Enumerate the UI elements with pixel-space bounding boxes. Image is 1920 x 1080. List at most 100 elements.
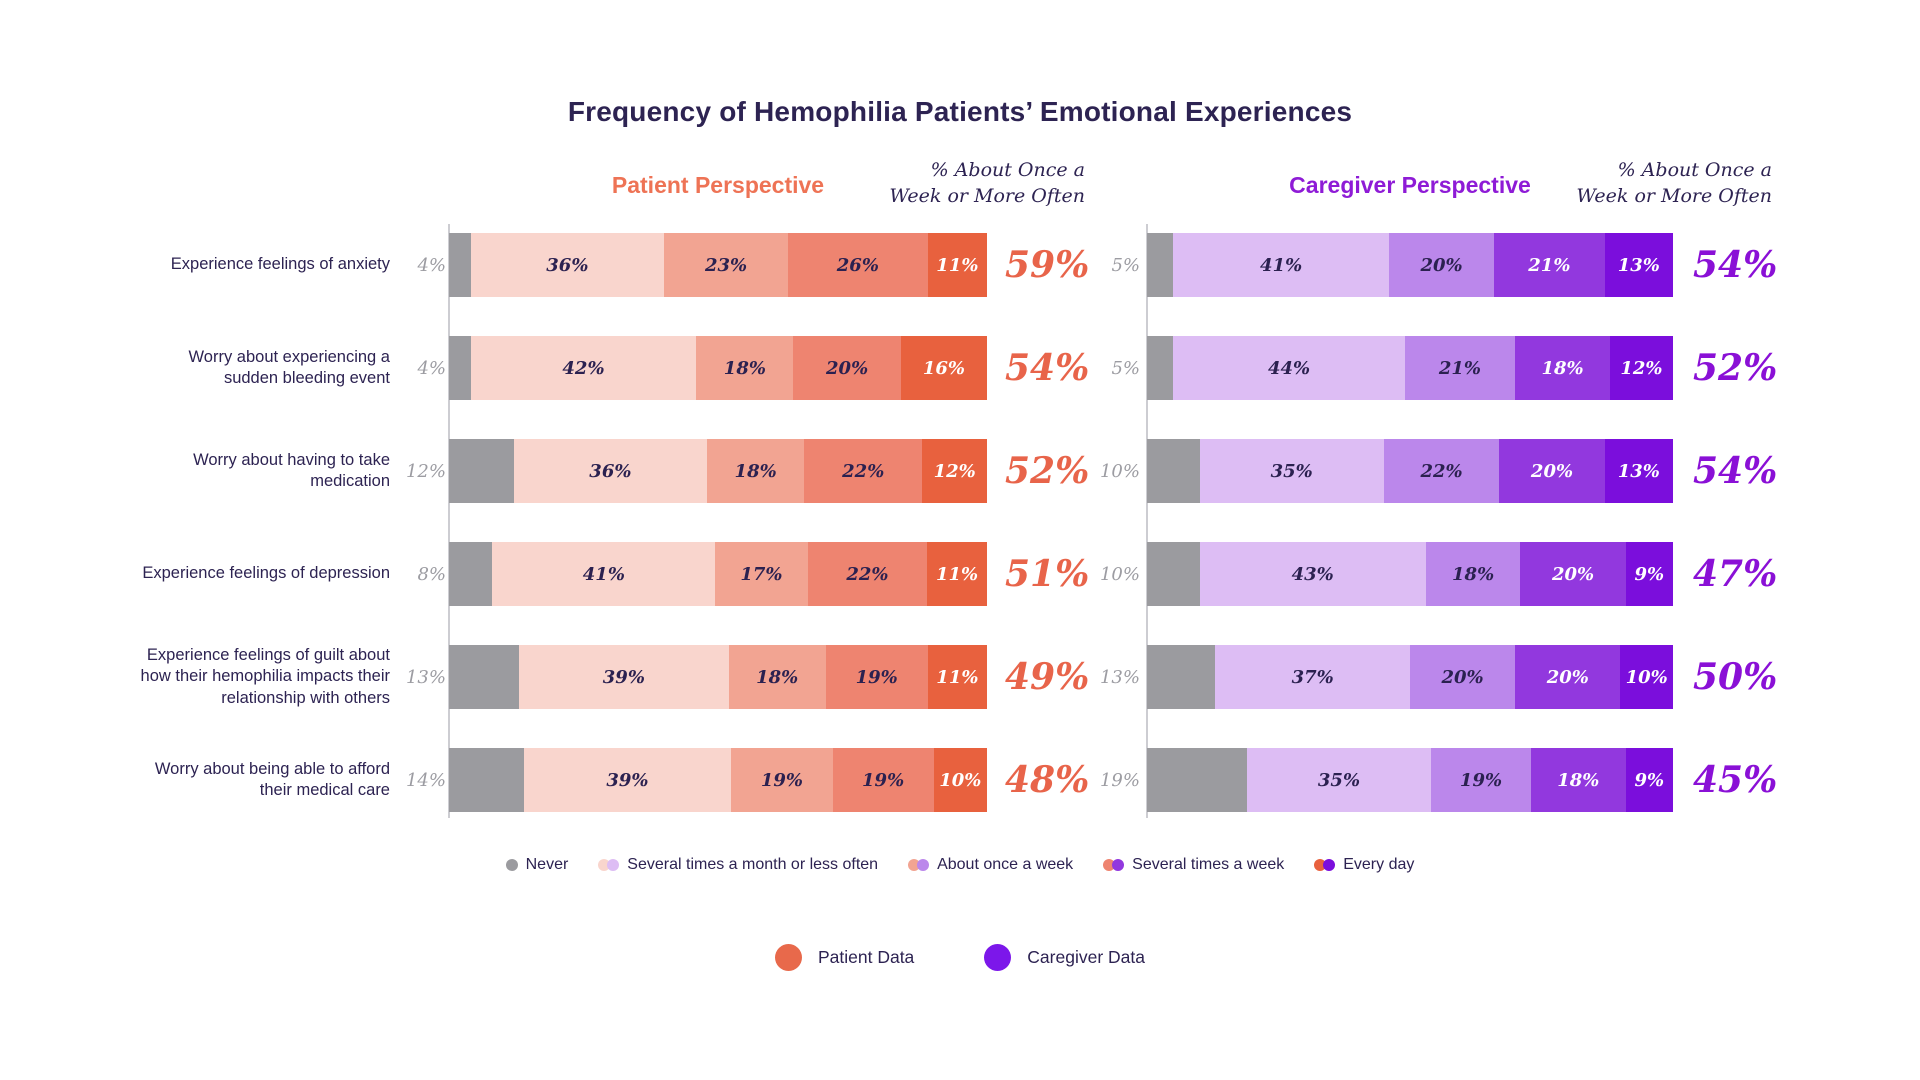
patient-segment-value: 36% (589, 460, 632, 482)
patient-segment-never (449, 645, 519, 709)
chart-row: Experience feelings of anxiety 4% 36% 23% 26… (135, 233, 1835, 297)
patient-segment-never (449, 542, 493, 606)
patient-segment-several-a-week: 22% (807, 542, 928, 606)
patient-segment-value: 39% (606, 769, 649, 791)
caregiver-segment-value: 35% (1270, 460, 1313, 482)
patient-perspective-header: Patient Perspective (611, 172, 825, 198)
row-label: Experience feelings of guilt about how t… (140, 646, 390, 707)
caregiver-segment-every-day: 9% (1625, 748, 1673, 812)
caregiver-segment-value: 44% (1267, 357, 1311, 379)
patient-segment-never (449, 336, 471, 400)
data-legend-label: Caregiver Data (1027, 947, 1145, 967)
caregiver-never-value: 10% (1099, 460, 1140, 482)
caregiver-bar: 35% 22% 20% 13% (1147, 439, 1673, 503)
patient-never-value: 12% (405, 460, 446, 482)
patient-segment-month-or-less: 42% (470, 336, 697, 400)
patient-segment-month-or-less: 41% (492, 542, 716, 606)
caregiver-segment-value: 18% (1541, 357, 1584, 379)
patient-never-value: 8% (417, 563, 446, 585)
caregiver-segment-value: 37% (1291, 666, 1334, 688)
caregiver-segment-value: 19% (1459, 769, 1503, 791)
chart-row: Worry about having to take medication 12%… (135, 439, 1835, 503)
patient-segment-several-a-week: 19% (825, 645, 928, 709)
patient-color-dot-icon (505, 859, 518, 871)
caregiver-segment-value: 20% (1530, 460, 1574, 482)
caregiver-never-value: 19% (1099, 769, 1140, 791)
patient-segment-once-a-week: 23% (664, 233, 788, 297)
caregiver-segment-never (1147, 439, 1200, 503)
legend-dot-group (598, 859, 620, 871)
patient-segment-value: 11% (936, 666, 979, 688)
caregiver-segment-every-day: 12% (1609, 336, 1673, 400)
caregiver-perspective-header: Caregiver Perspective (1289, 172, 1531, 198)
patient-bar: 42% 18% 20% 16% (449, 336, 987, 400)
caregiver-never-value: 5% (1111, 254, 1140, 276)
frequency-legend-item: About once a week (908, 856, 1073, 874)
row-label: Experience feelings of depression (142, 564, 390, 583)
caregiver-segment-value: 10% (1625, 666, 1668, 688)
legend-dot-group (908, 859, 930, 871)
patient-segment-never (449, 748, 524, 812)
patient-segment-every-day: 10% (933, 748, 987, 812)
patient-segment-several-a-week: 22% (804, 439, 923, 503)
chart-row: Worry about being able to afford their m… (135, 748, 1835, 812)
caregiver-segment-never (1147, 233, 1174, 297)
patient-segment-value: 42% (562, 357, 605, 379)
patient-total: 51% (1005, 553, 1090, 595)
caregiver-segment-value: 18% (1557, 769, 1600, 791)
patient-segment-value: 23% (704, 254, 748, 276)
patient-segment-once-a-week: 18% (696, 336, 794, 400)
caregiver-segment-value: 21% (1528, 254, 1571, 276)
chart-title: Frequency of Hemophilia Patients’ Emotio… (567, 96, 1353, 127)
patient-segment-every-day: 11% (927, 542, 987, 606)
caregiver-total: 54% (1693, 450, 1778, 492)
caregiver-subheader-line1: % About Once a (1617, 159, 1772, 181)
patient-subheader-line1: % About Once a (930, 159, 1085, 181)
frequency-legend-item: Several times a week (1103, 856, 1284, 874)
caregiver-segment-value: 18% (1452, 563, 1495, 585)
caregiver-segment-value: 20% (1441, 666, 1484, 688)
patient-segment-value: 18% (723, 357, 766, 379)
data-legend-item: Patient Data (774, 944, 914, 971)
caregiver-bar: 44% 21% 18% 12% (1147, 336, 1673, 400)
patient-never-value: 4% (417, 357, 446, 379)
patient-segment-several-a-week: 20% (793, 336, 901, 400)
patient-segment-value: 22% (846, 563, 889, 585)
caregiver-total: 45% (1693, 759, 1778, 801)
patient-segment-month-or-less: 39% (518, 645, 729, 709)
patient-never-value: 4% (417, 254, 446, 276)
patient-segment-every-day: 12% (922, 439, 987, 503)
patient-segment-month-or-less: 36% (513, 439, 708, 503)
caregiver-segment-several-a-week: 18% (1530, 748, 1626, 812)
frequency-legend-label: About once a week (937, 856, 1074, 873)
patient-bar: 36% 23% 26% 11% (449, 233, 987, 297)
caregiver-segment-once-a-week: 21% (1404, 336, 1516, 400)
caregiver-segment-several-a-week: 20% (1515, 645, 1621, 709)
patient-bar: 41% 17% 22% 11% (449, 542, 987, 606)
caregiver-never-value: 5% (1111, 357, 1140, 379)
legend-dot-group (1103, 859, 1125, 871)
patient-segment-every-day: 11% (927, 233, 987, 297)
caregiver-bar: 35% 19% 18% 9% (1147, 748, 1673, 812)
caregiver-segment-month-or-less: 43% (1199, 542, 1426, 606)
data-legend-item: Caregiver Data (984, 944, 1145, 971)
caregiver-segment-value: 21% (1438, 357, 1482, 379)
caregiver-segment-never (1147, 336, 1174, 400)
patient-segment-value: 11% (935, 563, 979, 585)
frequency-legend-item: Every day (1314, 856, 1414, 874)
patient-segment-value: 26% (836, 254, 879, 276)
caregiver-subheader: % About Once a Week or More Often (1567, 158, 1772, 209)
patient-segment-never (449, 233, 471, 297)
caregiver-segment-once-a-week: 19% (1431, 748, 1531, 812)
patient-segment-value: 19% (855, 666, 898, 688)
patient-segment-value: 10% (939, 769, 982, 791)
patient-segment-value: 12% (933, 460, 976, 482)
frequency-legend-item: Several times a month or less often (598, 856, 878, 874)
patient-segment-value: 17% (740, 563, 783, 585)
caregiver-segment-once-a-week: 22% (1383, 439, 1500, 503)
patient-bar: 36% 18% 22% 12% (449, 439, 987, 503)
patient-total: 54% (1005, 347, 1090, 389)
caregiver-segment-month-or-less: 35% (1246, 748, 1432, 812)
patient-segment-once-a-week: 18% (728, 645, 826, 709)
